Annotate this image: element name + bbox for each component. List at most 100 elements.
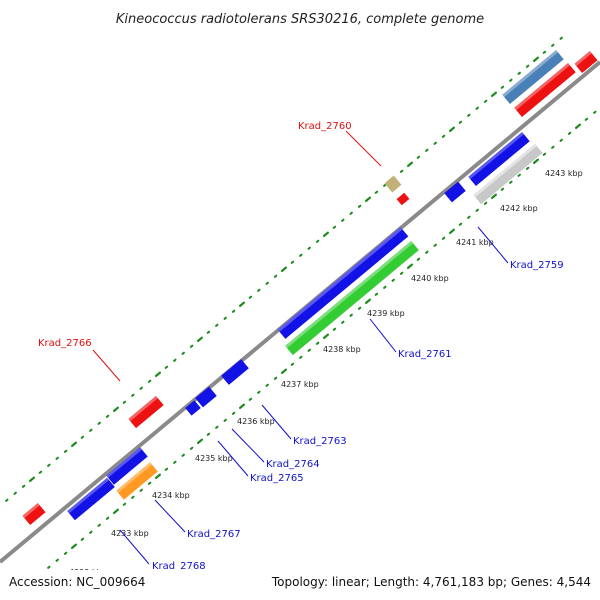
gene-feature-blue-krad-2765[interactable] [185,400,201,416]
gene-label-krad-2768[interactable]: Krad_2768 [152,561,206,572]
gene-feature-blue-krad-2764[interactable] [195,386,217,408]
lower-guide-dot [80,537,85,541]
scale-tick-labels: 4233 kbp 4233 kbp 4234 kbp 4235 kbp 4236… [69,169,583,577]
lower-guide-dot [567,131,572,135]
gene-label-krad-2761[interactable]: Krad_2761 [398,349,452,360]
lower-guide-dot [525,166,530,170]
upper-guide-dot [89,428,93,432]
upper-guide-dot [365,196,371,202]
lower-guide-dot [131,495,135,499]
upper-guide-dot [13,491,17,495]
upper-guide-dot [97,421,101,425]
lower-guide-dot [542,152,547,156]
upper-guide-dot [197,336,203,342]
upper-guide-dot [223,316,227,320]
gene-feature-silver-krad-2759[interactable] [473,143,543,205]
upper-guide-dot [491,91,497,98]
gene-feature-blue-long[interactable] [277,227,409,339]
upper-guide-dot [80,435,85,439]
gene-label-krad-2765[interactable]: Krad_2765 [250,473,304,484]
lower-guide-dot [189,446,194,450]
lower-guide-dot [164,467,169,471]
lower-guide-dot [155,473,161,479]
upper-guide-dot [139,386,143,390]
lower-guide-dot [458,222,463,226]
gene-feature-orange-krad-2767[interactable] [116,462,158,500]
upper-guide-dot [374,190,379,194]
gene-feature-steelblue[interactable] [502,49,564,105]
lower-guide-dot [307,348,311,352]
lower-guide-dot [551,145,555,149]
gene-feature-khaki-krad-2760[interactable] [384,175,402,193]
gene-feature-blue-upper[interactable] [468,131,530,187]
upper-guide-dot [147,379,152,383]
gene-label-krad-2764[interactable]: Krad_2764 [266,459,320,470]
upper-guide-dot [112,406,120,412]
lower-guide-dot [139,488,143,492]
lower-guide-dot [574,123,582,130]
lower-guide-dot [197,438,203,444]
gene-feature-green-krad-2761[interactable] [285,240,419,356]
upper-guide-dot [281,266,287,272]
gene-feature-blue-small-upper[interactable] [444,181,466,203]
upper-guide-dot [173,358,177,362]
lower-guide-dot [357,306,362,310]
gene-feature-red-krad-2760[interactable] [396,192,410,206]
lower-guide-dot [332,327,337,331]
upper-guide-dot [467,113,471,117]
upper-guide-dot [433,141,437,145]
upper-guide-dot [5,498,9,502]
gene-feature-blue-krad-2768[interactable] [67,477,115,521]
gene-feature-red-left[interactable] [22,502,46,526]
upper-guide-dot [105,414,110,418]
upper-guide-dot [551,43,555,47]
gene-feature-red-krad-2766[interactable] [128,395,164,429]
lower-guide-dot [491,193,497,199]
upper-guide-dot [399,169,404,173]
upper-guide-dot [63,449,68,453]
lower-guide-dot [239,403,245,409]
upper-guide-dot [38,470,43,474]
upper-guide-dot [357,204,362,208]
lower-guide-dot [281,368,287,374]
accession-text: Accession: NC_009664 [9,575,145,589]
gene-feature-red-corner[interactable] [574,50,598,74]
gene-feature-blue-krad-2763[interactable] [221,359,249,385]
upper-guide-dot [383,183,387,187]
upper-guide-dot [341,218,345,222]
gene-feature-blue-krad-2767-top[interactable] [106,447,148,485]
lower-guide-dot [173,460,177,464]
gene-feature-red-top[interactable] [514,62,576,118]
lower-guide-dot [206,432,211,436]
upper-guide-dot [122,400,127,404]
lower-guide-dot [407,263,413,269]
upper-guide-dot [47,463,51,467]
lower-guide-dot [532,158,540,164]
upper-guide-dot [189,344,194,348]
upper-guide-dot [215,323,219,327]
upper-guide-dot [55,456,59,460]
gene-label-krad-2766[interactable]: Krad_2766 [38,338,92,349]
lower-guide-dot [365,298,371,304]
lower-guide-dot [509,180,513,184]
gene-label-krad-2760[interactable]: Krad_2760 [298,121,352,132]
upper-guide-dot [425,148,429,152]
lower-guide-dot [383,285,387,289]
lower-guide-dot [449,228,455,234]
lower-guide-dot [223,418,227,422]
gene-label-krad-2759[interactable]: Krad_2759 [510,260,564,271]
lower-guide-dot [273,376,278,380]
upper-guide-dot [483,99,488,103]
upper-guide-dot [517,71,521,75]
footer-background [0,570,600,600]
genome-title: Kineococcus radiotolerans SRS30216, comp… [116,12,484,27]
gene-label-krad-2763[interactable]: Krad_2763 [293,436,347,447]
lower-guide-dot [122,502,127,506]
upper-guide-dot [257,288,261,292]
upper-guide-dot [315,239,320,243]
lower-guide-dot [517,173,521,177]
upper-guide-dot [299,253,303,257]
lower-guide-dot [416,257,421,261]
gene-label-krad-2767[interactable]: Krad_2767 [187,529,241,540]
